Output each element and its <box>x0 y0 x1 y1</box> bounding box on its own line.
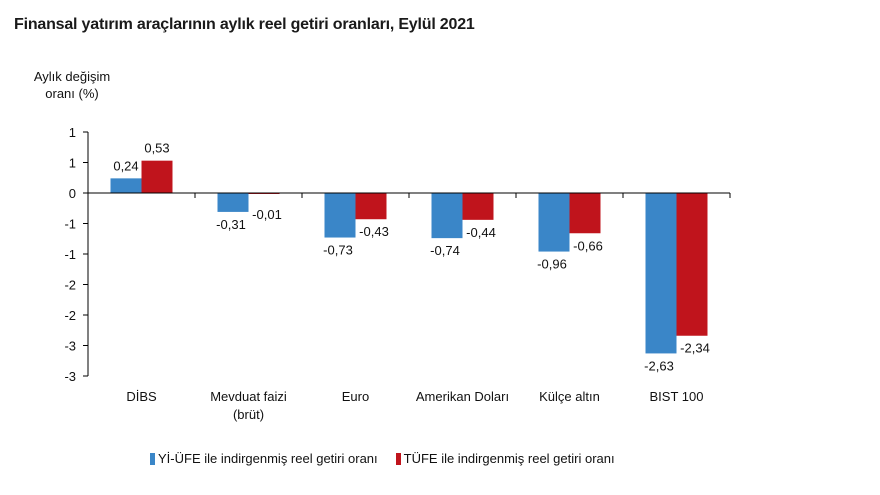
bar-yiufe <box>538 193 570 252</box>
data-label: 0,53 <box>144 141 169 156</box>
x-tick-label: BIST 100 <box>650 389 704 404</box>
data-label: -2,34 <box>680 341 710 356</box>
bar-tufe <box>569 193 601 234</box>
data-label: -2,63 <box>644 358 674 373</box>
x-tick-label: Amerikan Doları <box>416 389 509 404</box>
y-tick-label: -2 <box>64 308 76 323</box>
bar-yiufe <box>324 193 356 238</box>
bar-yiufe <box>217 193 249 212</box>
data-label: -0,44 <box>466 225 496 240</box>
data-label: -0,43 <box>359 224 389 239</box>
bar-tufe <box>141 160 173 193</box>
bar-yiufe <box>431 193 463 239</box>
y-tick-label: -1 <box>64 217 76 232</box>
y-tick-label: -1 <box>64 247 76 262</box>
y-axis: 1 1 0 -1 -1 -2 -2 -3 -3 <box>64 125 89 384</box>
data-label: -0,01 <box>252 207 282 222</box>
legend-swatch-yiufe <box>150 452 155 465</box>
legend-swatch-tufe <box>395 452 401 465</box>
y-tick-label: -2 <box>64 278 76 293</box>
y-axis-label: Aylık değişim oranı (%) <box>34 69 110 101</box>
bar-tufe <box>355 193 387 220</box>
y-tick-label: 0 <box>69 186 76 201</box>
x-tick-label: DİBS <box>126 389 157 404</box>
legend-item-yiufe: Yİ-ÜFE ile indirgenmiş reel getiri oranı <box>150 451 378 466</box>
y-tick-label: -3 <box>64 369 76 384</box>
legend-item-tufe: TÜFE ile indirgenmiş reel getiri oranı <box>395 451 615 466</box>
y-axis-label-line: Aylık değişim <box>34 69 110 84</box>
legend-label-yiufe: Yİ-ÜFE ile indirgenmiş reel getiri oranı <box>158 451 378 466</box>
y-tick-label: 1 <box>69 156 76 171</box>
legend-label-tufe: TÜFE ile indirgenmiş reel getiri oranı <box>403 451 615 466</box>
data-label: 0,24 <box>113 158 138 173</box>
x-tick-label: Külçe altın <box>539 389 600 404</box>
data-labels: 0,24 0,53 -0,31 -0,01 -0,73 -0,43 -0,74 -0,44 -0… <box>113 141 709 374</box>
x-tick-label: Mevduat faizi <box>210 389 287 404</box>
data-label: -0,73 <box>323 243 353 258</box>
bar-tufe <box>676 193 708 336</box>
y-axis-label-line: oranı (%) <box>45 86 98 101</box>
data-label: -0,31 <box>216 217 246 232</box>
bar-tufe <box>462 193 494 220</box>
data-label: -0,74 <box>430 243 460 258</box>
y-tick-label: 1 <box>69 125 76 140</box>
x-tick-label: (brüt) <box>233 407 264 422</box>
chart-title: Finansal yatırım araçlarının aylık reel … <box>14 16 475 33</box>
x-tick-labels: DİBS Mevduat faizi (brüt) Euro Amerikan Dola… <box>126 389 703 422</box>
bars <box>110 160 708 354</box>
x-tick-label: Euro <box>342 389 369 404</box>
bar-yiufe <box>645 193 677 354</box>
x-axis <box>87 192 731 198</box>
legend: Yİ-ÜFE ile indirgenmiş reel getiri oranı… <box>150 451 615 466</box>
bar-yiufe <box>110 178 142 193</box>
data-label: -0,96 <box>537 257 567 272</box>
data-label: -0,66 <box>573 238 603 253</box>
y-tick-label: -3 <box>64 339 76 354</box>
